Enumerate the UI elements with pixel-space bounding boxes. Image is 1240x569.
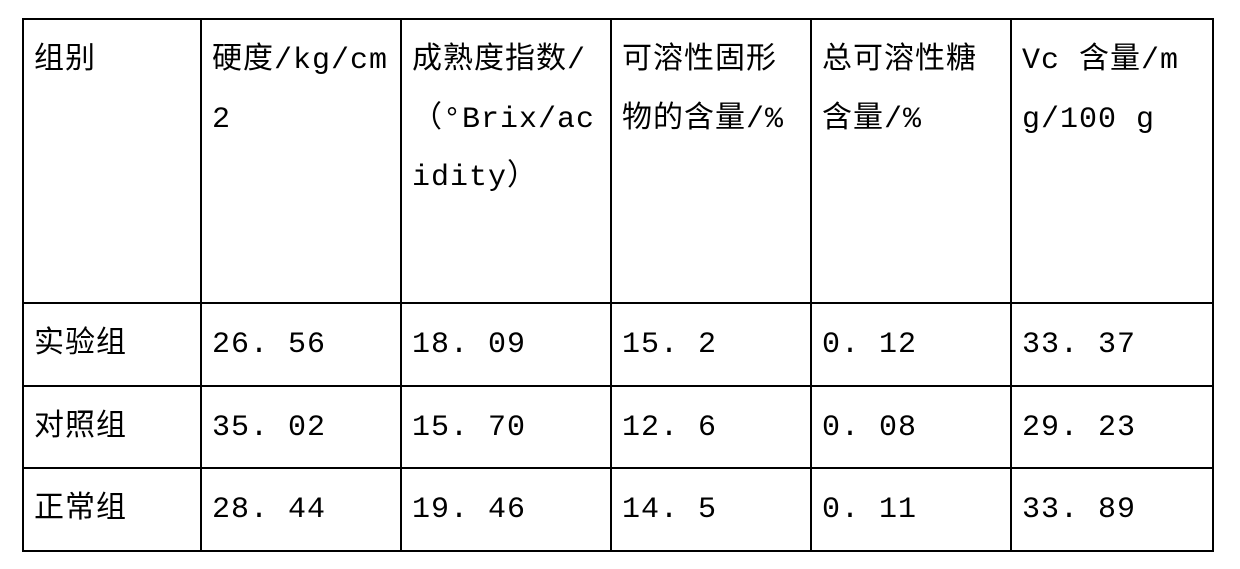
col-header: 可溶性固形物的含量/% bbox=[611, 19, 811, 303]
table-row: 对照组 35. 02 15. 70 12. 6 0. 08 29. 23 bbox=[23, 386, 1213, 469]
cell: 29. 23 bbox=[1011, 386, 1213, 469]
row-label: 正常组 bbox=[23, 468, 201, 551]
header-row: 组别 硬度/kg/cm2 成熟度指数/（°Brix/acidity） 可溶性固形… bbox=[23, 19, 1213, 303]
cell: 19. 46 bbox=[401, 468, 611, 551]
col-header: 硬度/kg/cm2 bbox=[201, 19, 401, 303]
cell: 33. 37 bbox=[1011, 303, 1213, 386]
cell: 18. 09 bbox=[401, 303, 611, 386]
cell: 12. 6 bbox=[611, 386, 811, 469]
table-container: 组别 硬度/kg/cm2 成熟度指数/（°Brix/acidity） 可溶性固形… bbox=[0, 0, 1240, 552]
cell: 33. 89 bbox=[1011, 468, 1213, 551]
cell: 15. 2 bbox=[611, 303, 811, 386]
table-row: 正常组 28. 44 19. 46 14. 5 0. 11 33. 89 bbox=[23, 468, 1213, 551]
cell: 0. 12 bbox=[811, 303, 1011, 386]
cell: 0. 08 bbox=[811, 386, 1011, 469]
cell: 0. 11 bbox=[811, 468, 1011, 551]
col-header: 组别 bbox=[23, 19, 201, 303]
cell: 26. 56 bbox=[201, 303, 401, 386]
table-row: 实验组 26. 56 18. 09 15. 2 0. 12 33. 37 bbox=[23, 303, 1213, 386]
row-label: 对照组 bbox=[23, 386, 201, 469]
data-table: 组别 硬度/kg/cm2 成熟度指数/（°Brix/acidity） 可溶性固形… bbox=[22, 18, 1214, 552]
cell: 35. 02 bbox=[201, 386, 401, 469]
col-header: 成熟度指数/（°Brix/acidity） bbox=[401, 19, 611, 303]
col-header: Vc 含量/mg/100 g bbox=[1011, 19, 1213, 303]
cell: 14. 5 bbox=[611, 468, 811, 551]
cell: 28. 44 bbox=[201, 468, 401, 551]
row-label: 实验组 bbox=[23, 303, 201, 386]
cell: 15. 70 bbox=[401, 386, 611, 469]
col-header: 总可溶性糖含量/% bbox=[811, 19, 1011, 303]
